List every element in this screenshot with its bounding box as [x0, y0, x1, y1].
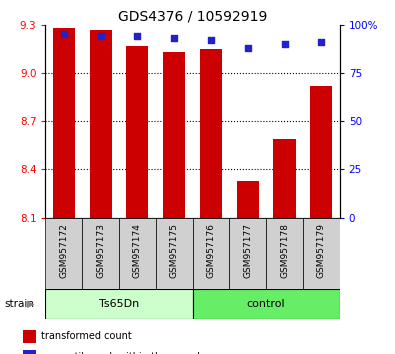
Text: GSM957176: GSM957176: [207, 223, 215, 278]
Text: GSM957178: GSM957178: [280, 223, 289, 278]
Text: GSM957177: GSM957177: [243, 223, 252, 278]
Bar: [45, 289, 193, 319]
Bar: [45, 218, 82, 289]
Bar: [193, 289, 340, 319]
Bar: [53, 28, 75, 218]
Bar: [156, 218, 193, 289]
Bar: [266, 218, 303, 289]
Point: [134, 34, 141, 39]
Bar: [273, 139, 295, 218]
Text: ▶: ▶: [27, 298, 34, 309]
Point: [245, 45, 251, 51]
Bar: [193, 218, 229, 289]
Text: transformed count: transformed count: [41, 331, 132, 341]
Point: [281, 41, 288, 47]
Text: GSM957173: GSM957173: [96, 223, 105, 278]
Text: strain: strain: [4, 298, 34, 309]
Text: percentile rank within the sample: percentile rank within the sample: [41, 352, 206, 354]
Bar: [82, 218, 119, 289]
Bar: [163, 52, 185, 218]
Bar: [310, 86, 332, 218]
Text: Ts65Dn: Ts65Dn: [99, 298, 139, 309]
Point: [171, 35, 177, 41]
Point: [61, 32, 67, 37]
Point: [318, 39, 324, 45]
Bar: [23, 350, 36, 354]
Text: GSM957175: GSM957175: [170, 223, 179, 278]
Point: [98, 34, 104, 39]
Point: [208, 38, 214, 43]
Bar: [90, 30, 112, 218]
Bar: [237, 181, 259, 218]
Bar: [119, 218, 156, 289]
Title: GDS4376 / 10592919: GDS4376 / 10592919: [118, 10, 267, 24]
Text: GSM957172: GSM957172: [59, 223, 68, 278]
Text: control: control: [247, 298, 286, 309]
Bar: [126, 46, 149, 218]
Bar: [200, 49, 222, 218]
Bar: [229, 218, 266, 289]
Bar: [23, 330, 36, 343]
Text: GSM957174: GSM957174: [133, 223, 142, 278]
Text: GSM957179: GSM957179: [317, 223, 326, 278]
Bar: [303, 218, 340, 289]
